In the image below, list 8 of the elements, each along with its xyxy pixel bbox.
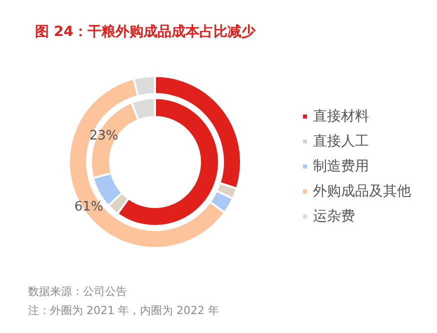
- text: 注：外圈为 2021 年，内圈为 2022 年: [28, 304, 219, 317]
- source-note: 数据来源：公司公告: [28, 285, 127, 298]
- legend-label: 运杂费: [313, 208, 355, 224]
- legend-label: 制造费用: [313, 158, 369, 174]
- legend-label: 外购成品及其他: [313, 184, 411, 200]
- chart-title: 图 24：干粮外购成品成本占比减少: [35, 23, 256, 40]
- legend-label: 直接材料: [313, 108, 369, 124]
- legend-label: 直接人工: [313, 134, 369, 150]
